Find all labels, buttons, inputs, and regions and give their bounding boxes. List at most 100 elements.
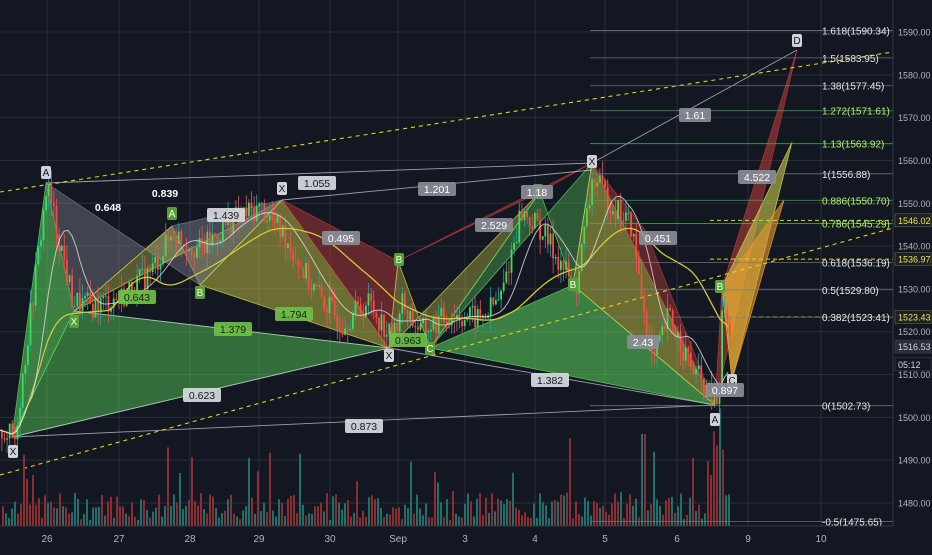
candle-body — [84, 295, 86, 299]
volume-bar — [308, 513, 310, 526]
volume-bar — [245, 506, 247, 526]
candle-body — [14, 436, 16, 440]
candle-body — [102, 296, 105, 299]
ratio-label: 1.794 — [281, 309, 307, 321]
candle-body — [463, 319, 466, 327]
volume-bar — [149, 517, 151, 526]
candle-body — [170, 236, 172, 241]
ratio-label-bg — [627, 335, 659, 349]
candle-body — [29, 303, 32, 346]
fib-level-label: 1.618(1590.34) — [822, 27, 890, 38]
candle-body — [554, 256, 557, 259]
volume-bar — [524, 512, 526, 526]
volume-bar — [209, 494, 211, 526]
ratio-label: 2.43 — [633, 337, 654, 349]
candle-body — [476, 308, 479, 327]
candle-body — [713, 390, 716, 407]
volume-bar — [263, 502, 265, 526]
ratio-label-bg — [679, 108, 711, 122]
ratio-label: 4.522 — [744, 172, 770, 184]
candle-body — [229, 215, 232, 234]
volume-bar — [563, 495, 565, 526]
candle-body — [346, 328, 349, 331]
candle-body — [515, 242, 518, 244]
candle-body — [375, 312, 378, 318]
candle-body — [157, 257, 159, 270]
volume-bar — [614, 493, 616, 526]
candle-body — [162, 256, 164, 265]
ratio-label: 0.495 — [328, 233, 354, 245]
volume-bar — [140, 499, 142, 526]
candle-body — [313, 284, 315, 291]
y-tick-label: 1540.00 — [898, 242, 931, 252]
volume-bar — [134, 516, 136, 526]
candle-body — [627, 212, 630, 214]
volume-bar — [137, 519, 139, 526]
volume-bar — [506, 498, 508, 526]
ratio-label-bg — [298, 176, 336, 190]
ratio-label-bg — [738, 170, 776, 184]
fib-level-label: 0.786(1545.29) — [822, 219, 890, 230]
pattern-point-bg — [41, 166, 51, 179]
volume-bar — [389, 514, 391, 526]
candle-body — [40, 240, 42, 247]
candle-body — [567, 261, 570, 277]
volume-bar — [272, 510, 274, 526]
volume-bar — [602, 505, 604, 526]
candle-body — [411, 311, 414, 327]
volume-bar — [254, 514, 256, 526]
candle-body — [131, 282, 133, 298]
pattern-point-bg — [792, 34, 802, 47]
volume-bar — [161, 516, 163, 526]
candle-body — [562, 260, 565, 270]
volume-bar — [122, 506, 124, 526]
volume-bar — [527, 517, 529, 526]
volume-bar — [71, 512, 73, 526]
pattern-point-label: C — [728, 376, 735, 387]
volume-bar — [545, 505, 547, 526]
ratio-label-bg — [183, 388, 221, 402]
volume-bar — [212, 496, 214, 526]
candle-body — [302, 267, 305, 279]
volume-bar — [251, 497, 253, 526]
volume-bar — [14, 501, 16, 526]
volume-bar — [569, 437, 571, 526]
pattern-point-label: A — [169, 209, 176, 220]
candle-body — [505, 271, 508, 283]
candle-body — [396, 322, 398, 332]
volume-bar — [641, 433, 643, 526]
candle-body — [622, 220, 625, 222]
volume-bar — [323, 511, 325, 526]
volume-bar — [17, 513, 19, 526]
ratio-label-bg — [418, 182, 456, 196]
candle-body — [723, 310, 726, 312]
volume-bar — [593, 501, 595, 526]
volume-bar — [32, 475, 34, 526]
volume-bar — [425, 503, 427, 526]
volume-bar — [722, 449, 724, 526]
volume-bar — [143, 499, 145, 526]
candle-body — [289, 243, 292, 252]
volume-bar — [359, 517, 361, 526]
volume-bar — [653, 451, 655, 526]
candle-body — [99, 298, 102, 313]
ratio-label-bg — [706, 383, 744, 397]
volume-bar — [575, 501, 577, 526]
volume-bar — [521, 515, 523, 526]
x-tick-label: 4 — [532, 534, 538, 545]
volume-bar — [554, 500, 556, 526]
candle-body — [632, 233, 635, 237]
x-tick-label: 28 — [184, 534, 196, 545]
candle-body — [198, 238, 201, 248]
ratio-label-bg — [322, 231, 360, 245]
pattern-point-bg — [394, 253, 404, 266]
ratio-label-bg — [521, 185, 553, 199]
candle-body — [547, 224, 549, 245]
volume-bar — [302, 504, 304, 526]
volume-bar — [35, 504, 37, 526]
candle-body — [341, 331, 344, 335]
y-tick-label: 1570.00 — [898, 113, 931, 123]
volume-bar — [539, 493, 541, 526]
